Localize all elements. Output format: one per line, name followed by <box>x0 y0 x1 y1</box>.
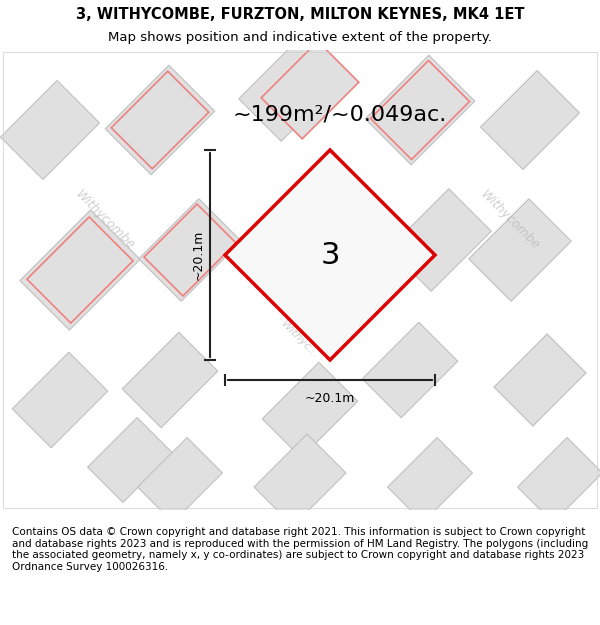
Polygon shape <box>122 332 218 428</box>
Text: Withycombe: Withycombe <box>318 188 382 253</box>
Text: 3, WITHYCOMBE, FURZTON, MILTON KEYNES, MK4 1ET: 3, WITHYCOMBE, FURZTON, MILTON KEYNES, M… <box>76 6 524 21</box>
Text: Withycombe: Withycombe <box>73 188 137 253</box>
Polygon shape <box>469 199 571 301</box>
Polygon shape <box>254 434 346 526</box>
Polygon shape <box>362 322 458 418</box>
Polygon shape <box>105 65 215 175</box>
Text: Map shows position and indicative extent of the property.: Map shows position and indicative extent… <box>108 31 492 44</box>
Polygon shape <box>27 217 133 323</box>
Polygon shape <box>481 71 580 169</box>
Text: 3: 3 <box>320 241 340 269</box>
Text: Withycombe: Withycombe <box>478 188 542 253</box>
Text: ~20.1m: ~20.1m <box>191 230 205 280</box>
Polygon shape <box>111 71 209 169</box>
Polygon shape <box>137 438 223 522</box>
Polygon shape <box>365 55 475 165</box>
Polygon shape <box>12 352 108 447</box>
Text: ~20.1m: ~20.1m <box>305 391 355 404</box>
Polygon shape <box>494 334 586 426</box>
Polygon shape <box>225 150 435 360</box>
Polygon shape <box>144 204 236 296</box>
Text: Contains OS data © Crown copyright and database right 2021. This information is : Contains OS data © Crown copyright and d… <box>12 528 588 572</box>
Polygon shape <box>261 41 359 139</box>
Polygon shape <box>518 438 600 522</box>
Polygon shape <box>139 199 241 301</box>
Polygon shape <box>88 418 172 502</box>
Text: ~199m²/~0.049ac.: ~199m²/~0.049ac. <box>233 105 447 125</box>
Polygon shape <box>1 81 100 179</box>
Polygon shape <box>20 210 140 330</box>
Text: Withyc...: Withyc... <box>279 319 321 361</box>
Polygon shape <box>262 362 358 458</box>
Polygon shape <box>371 61 469 159</box>
Polygon shape <box>388 438 472 522</box>
Polygon shape <box>389 189 491 291</box>
Polygon shape <box>239 39 341 141</box>
